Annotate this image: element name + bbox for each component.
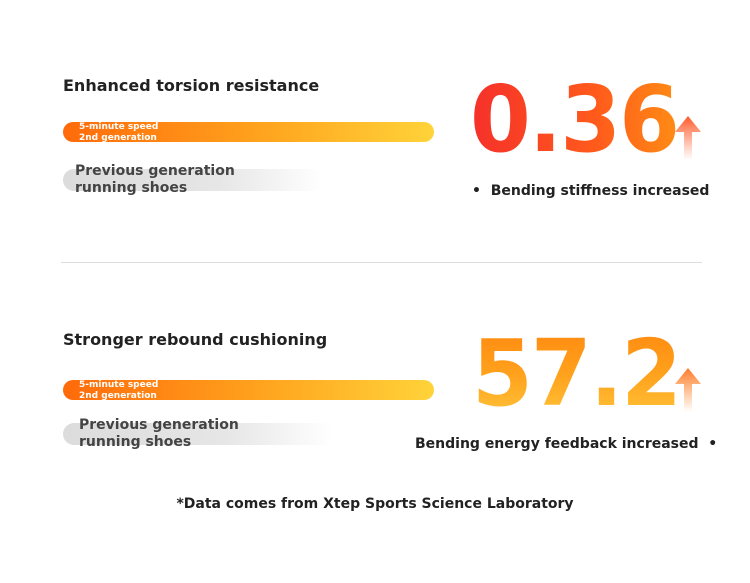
old-label-line: Previous generation: [75, 163, 235, 179]
old-label-line: running shoes: [75, 180, 188, 196]
new-shoe-bar: 5-minute speed 2nd generation: [63, 122, 434, 143]
divider: [61, 262, 702, 263]
old-label-line: Previous generation: [79, 417, 239, 433]
bar-label: 5-minute speed: [79, 122, 159, 132]
bar-label: 5-minute speed: [79, 380, 159, 390]
section2-title: Stronger rebound cushioning: [63, 330, 328, 349]
energy-value: 57.2: [472, 320, 682, 427]
stiffness-value: 0.36: [470, 66, 680, 173]
caption-text: Bending stiffness increased: [490, 183, 710, 199]
old-shoe-label: Previous generation running shoes: [75, 163, 235, 197]
energy-caption: Bending energy feedback increased •: [415, 436, 717, 452]
old-shoe-bar: [63, 169, 323, 191]
arrow-up-icon: [675, 368, 701, 412]
new-shoe-bar: 5-minute speed 2nd generation: [63, 380, 434, 401]
old-shoe-label: Previous generation running shoes: [79, 417, 239, 451]
footnote: *Data comes from Xtep Sports Science Lab…: [176, 496, 574, 512]
stiffness-caption: • Bending stiffness increased: [472, 183, 709, 199]
old-shoe-bar: [63, 423, 333, 445]
arrow-up-icon: [675, 116, 701, 160]
bullet: •: [708, 436, 718, 452]
old-label-line: running shoes: [79, 434, 192, 450]
caption-text: Bending energy feedback increased: [415, 436, 699, 452]
bar-label: 2nd generation: [79, 391, 157, 401]
bar-label: 2nd generation: [79, 133, 157, 143]
bullet: •: [472, 183, 481, 199]
section1-title: Enhanced torsion resistance: [63, 76, 320, 95]
